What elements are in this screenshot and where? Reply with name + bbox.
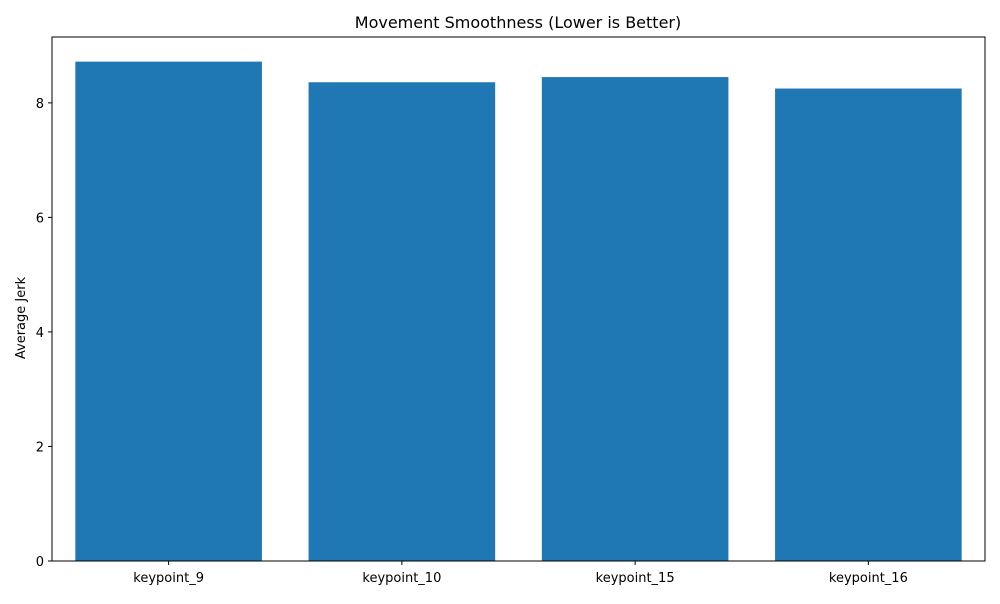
bar-keypoint_16 <box>775 88 962 561</box>
y-tick-label: 2 <box>36 440 44 455</box>
x-tick-label: keypoint_10 <box>362 571 441 586</box>
bar-keypoint_15 <box>541 77 729 561</box>
x-tick-label: keypoint_15 <box>596 571 675 586</box>
bar-keypoint_9 <box>75 61 262 562</box>
y-tick-label: 4 <box>36 326 44 341</box>
y-axis-label: Average Jerk <box>14 276 29 359</box>
y-tick-label: 6 <box>36 211 44 226</box>
y-tick-label: 8 <box>36 97 44 112</box>
axes-layer: keypoint_9 keypoint_10 keypoint_15 keypoint… <box>36 36 986 586</box>
x-tick-label: keypoint_9 <box>133 571 204 586</box>
x-tick-label: keypoint_16 <box>829 571 908 586</box>
chart-title: Movement Smoothness (Lower is Better) <box>355 13 681 32</box>
bar-keypoint_10 <box>308 82 496 562</box>
plot-frame <box>51 36 986 562</box>
bars-layer <box>75 61 962 562</box>
y-tick-label: 0 <box>36 555 44 570</box>
